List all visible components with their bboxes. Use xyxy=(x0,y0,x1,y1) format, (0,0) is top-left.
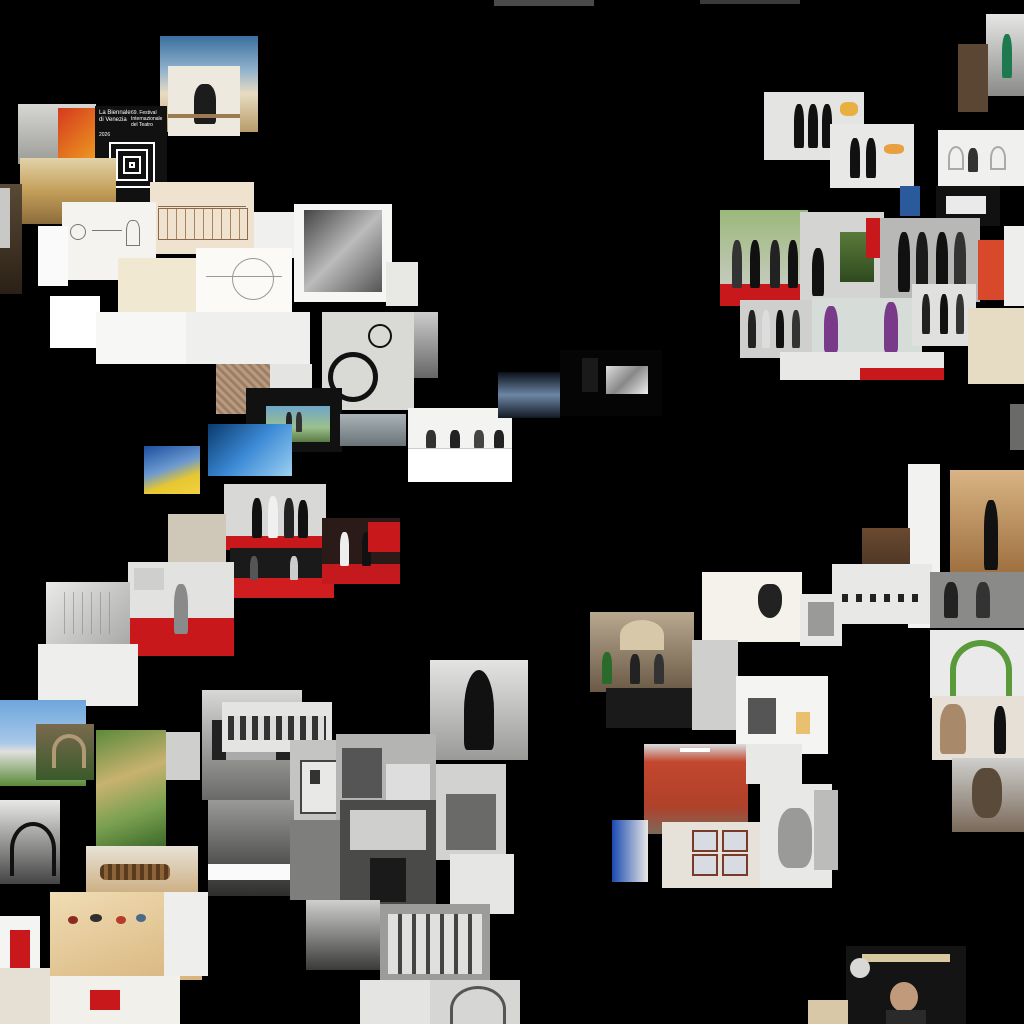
poster-line-6: 2026 xyxy=(99,132,111,138)
thumb-right-edge-fragment[interactable] xyxy=(1010,404,1024,450)
poster-line-4: Internazionale xyxy=(131,116,163,122)
thumb-gallery-white-red[interactable] xyxy=(0,916,40,976)
thumb-narrow-room[interactable] xyxy=(814,790,838,870)
thumb-bw-columns[interactable] xyxy=(380,904,490,984)
thumb-bw-arch[interactable] xyxy=(0,800,60,884)
thumb-tunnel-arch[interactable] xyxy=(930,630,1024,698)
thumb-bw-pavilion-1[interactable] xyxy=(166,732,200,780)
thumb-blue-panel[interactable] xyxy=(612,820,648,882)
thumb-red-gallery[interactable] xyxy=(644,744,748,834)
thumb-bw-building-2[interactable] xyxy=(222,702,332,752)
poster-line-2: di Venezia xyxy=(99,117,127,123)
thumb-cream-sketch[interactable] xyxy=(118,258,204,322)
thumb-arch-garden[interactable] xyxy=(36,724,94,780)
thumb-blue-abstract[interactable] xyxy=(208,424,292,476)
thumb-exhibit-white[interactable] xyxy=(50,976,180,1024)
thumb-white-structure[interactable] xyxy=(46,582,130,646)
poster-line-1: La Biennale xyxy=(99,110,131,116)
thumb-tree-sculpture[interactable] xyxy=(952,758,1024,832)
thumb-red-wall[interactable] xyxy=(978,240,1006,300)
thumb-window-gallery[interactable] xyxy=(938,130,1024,186)
thumb-small-figure[interactable] xyxy=(808,1000,848,1024)
thumb-group-photo-3[interactable] xyxy=(740,300,814,358)
thumb-gray-room[interactable] xyxy=(692,640,738,730)
thumb-carpet-3[interactable] xyxy=(230,548,334,598)
thumb-carpet-4[interactable] xyxy=(322,518,400,584)
thumb-red-orange-panel[interactable] xyxy=(58,108,100,162)
thumb-facade-drawing[interactable] xyxy=(150,182,254,254)
thumb-top-fragment-1[interactable] xyxy=(494,0,594,6)
thumb-wood-panel[interactable] xyxy=(958,44,988,112)
thumb-arcade-night[interactable] xyxy=(498,372,560,418)
thumb-exhibit-shelf[interactable] xyxy=(0,968,50,1024)
thumb-film-still-bw[interactable] xyxy=(294,204,392,302)
thumb-purple-figures[interactable] xyxy=(812,298,922,360)
thumb-bw-facade[interactable] xyxy=(340,800,436,908)
thumb-group-photo-1[interactable] xyxy=(720,210,808,306)
thumb-bw-street[interactable] xyxy=(290,820,340,900)
thumb-red-carpet-strip[interactable] xyxy=(780,352,944,380)
thumb-gray-block[interactable] xyxy=(270,364,312,390)
thumb-white-room-2[interactable] xyxy=(746,744,802,784)
poster-line-3: 69. Festival xyxy=(131,110,157,116)
thumb-archive-page[interactable] xyxy=(386,262,418,306)
thumb-carpet-small[interactable] xyxy=(368,522,400,552)
thumb-white-card-3[interactable] xyxy=(186,312,310,364)
thumb-handprint[interactable] xyxy=(702,572,802,642)
thumb-sculpture-man[interactable] xyxy=(932,696,1024,760)
thumb-gallery-visitors[interactable] xyxy=(590,612,694,692)
poster-line-5: del Teatro xyxy=(131,122,153,128)
thumb-red-carpet-group[interactable] xyxy=(224,484,326,550)
thumb-group-photo-4[interactable] xyxy=(912,284,976,346)
thumb-beige-paper[interactable] xyxy=(968,308,1024,384)
thumb-exhibit-wide[interactable] xyxy=(164,892,208,976)
thumb-performers[interactable] xyxy=(846,946,966,1024)
thumb-framed-drawing[interactable] xyxy=(800,594,842,646)
thumb-bw-garden[interactable] xyxy=(208,800,294,896)
thumb-hall-portrait[interactable] xyxy=(950,470,1024,582)
thumb-wood-sculpture[interactable] xyxy=(86,846,198,900)
thumb-street-portrait[interactable] xyxy=(986,14,1024,96)
thumb-shore-photo[interactable] xyxy=(340,414,406,446)
thumb-men-suits[interactable] xyxy=(764,92,864,160)
thumb-white-side[interactable] xyxy=(1004,226,1024,306)
thumb-bw-small[interactable] xyxy=(360,980,430,1024)
thumb-framed-prints[interactable] xyxy=(662,822,762,888)
thumb-woman-portrait[interactable] xyxy=(430,660,528,760)
thumb-plan-drawing[interactable] xyxy=(196,248,292,312)
thumb-dark-room[interactable] xyxy=(606,688,698,728)
thumb-press-conference[interactable] xyxy=(408,408,512,482)
thumb-bw-collage-2[interactable] xyxy=(436,764,506,860)
thumb-faded-drawing[interactable] xyxy=(38,644,138,706)
thumb-top-fragment-2[interactable] xyxy=(700,0,800,4)
thumb-woman-reading[interactable] xyxy=(168,66,240,136)
thumb-bw-seascape[interactable] xyxy=(414,312,438,378)
thumb-suits-sculpture[interactable] xyxy=(830,124,914,188)
thumb-green-painting[interactable] xyxy=(96,730,166,846)
thumb-dark-projection[interactable] xyxy=(560,350,662,416)
thumb-figures-line[interactable] xyxy=(832,564,932,624)
thumb-white-card-1[interactable] xyxy=(50,296,100,348)
thumb-carpet-5[interactable] xyxy=(128,562,234,656)
thumb-bw-press[interactable] xyxy=(930,572,1024,628)
thumb-carpet-2[interactable] xyxy=(168,514,226,564)
thumb-bw-dome[interactable] xyxy=(430,980,520,1024)
thumb-blue-flag[interactable] xyxy=(900,186,920,216)
thumb-white-card-2[interactable] xyxy=(96,312,186,364)
thumb-white-wall-room[interactable] xyxy=(736,676,828,754)
thumb-blue-yellow-art[interactable] xyxy=(144,446,200,494)
thumb-left-edge-fragment[interactable] xyxy=(0,188,10,248)
thumb-bw-interior[interactable] xyxy=(306,900,380,970)
thumb-paper-white-1[interactable] xyxy=(38,226,68,286)
